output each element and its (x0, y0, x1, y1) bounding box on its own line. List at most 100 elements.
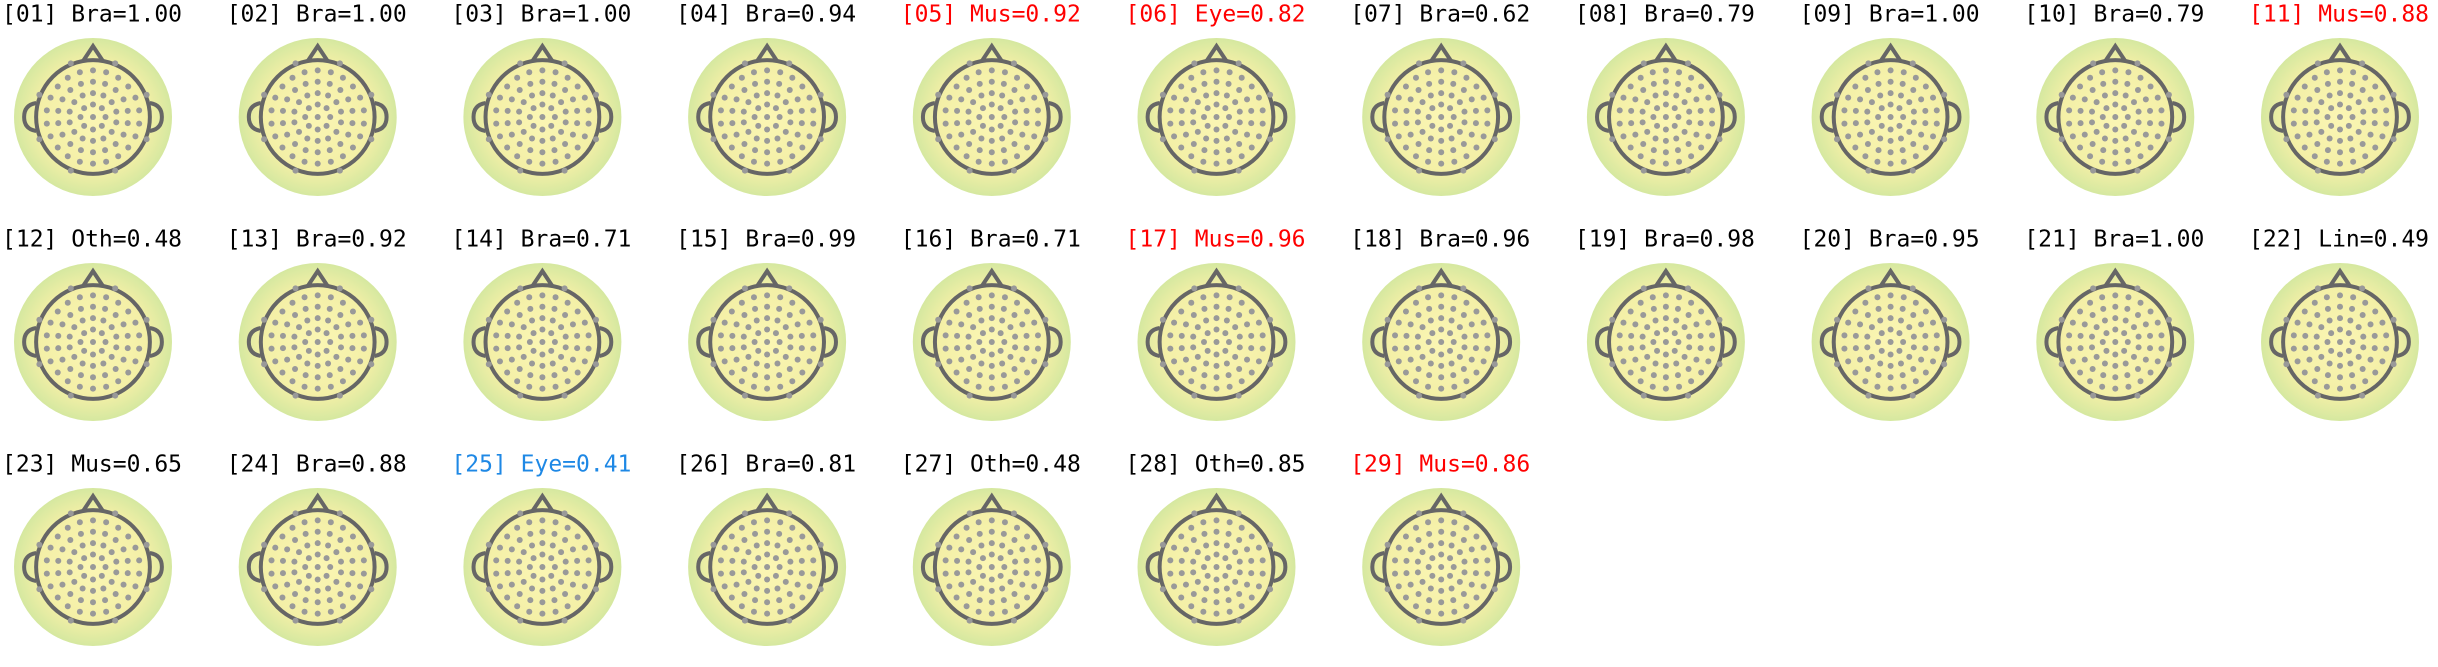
electrode (1875, 339, 1882, 345)
electrode (90, 137, 96, 144)
electrode (1171, 358, 1178, 365)
electrode (1236, 344, 1243, 351)
electrode (777, 608, 784, 615)
electrode (1425, 69, 1432, 76)
electrode (988, 67, 995, 74)
electrode (529, 585, 536, 592)
electrode (1225, 305, 1232, 312)
electrode (1941, 91, 1948, 98)
electrode (976, 305, 983, 312)
electrode (1878, 105, 1885, 112)
electrode (333, 324, 340, 331)
electrode (2314, 285, 2321, 292)
electrode (729, 332, 736, 339)
electrode (81, 572, 88, 579)
electrode (327, 564, 334, 570)
electrode (539, 576, 546, 583)
electrode (1681, 99, 1688, 106)
nose (306, 267, 330, 288)
electrode (745, 353, 752, 360)
electrode (125, 594, 132, 601)
electrode (2324, 372, 2331, 379)
electrode (741, 311, 748, 318)
electrode (1426, 597, 1433, 604)
electrode (794, 131, 801, 138)
electrode (988, 137, 995, 144)
electrode (67, 591, 74, 598)
electrode (43, 570, 50, 577)
electrode (2137, 299, 2144, 306)
electrode (776, 372, 783, 379)
electrode (1918, 131, 1925, 138)
electrode (966, 311, 973, 318)
electrode (548, 330, 555, 337)
head-outline (258, 58, 377, 176)
electrode (798, 107, 805, 114)
electrode (1451, 519, 1458, 526)
electrode (90, 126, 96, 133)
electrode (562, 311, 569, 318)
electrode (539, 101, 546, 108)
electrode (787, 558, 794, 565)
electrode (1238, 524, 1245, 531)
electrode (2359, 392, 2366, 399)
electrode (954, 107, 961, 114)
topomap-panel: [27] Oth=0.48 (901, 452, 1081, 646)
electrode (548, 555, 555, 562)
electrode (1412, 74, 1419, 81)
electrode (1639, 344, 1646, 351)
electrode (1686, 119, 1693, 126)
electrode (1632, 356, 1639, 363)
electrode (337, 311, 344, 318)
electrode (1640, 392, 1647, 399)
electrode (90, 576, 96, 583)
electrode (970, 324, 977, 331)
electrode (279, 332, 286, 339)
electrode (1468, 321, 1475, 328)
electrode (721, 319, 728, 326)
electrode (2066, 345, 2073, 352)
electrode (935, 316, 942, 323)
electrode (2134, 285, 2141, 292)
electrode (966, 617, 973, 624)
electrode (1203, 585, 1210, 592)
electrode (539, 339, 546, 345)
electrode (2154, 319, 2161, 326)
electrode (349, 107, 356, 114)
electrode (2158, 345, 2165, 352)
head-outline (1382, 58, 1501, 176)
nose (1204, 267, 1229, 288)
electrode (55, 345, 62, 352)
electrode (1395, 544, 1402, 551)
electrode (574, 369, 581, 376)
electrode (1248, 594, 1255, 601)
electrode (2112, 149, 2119, 156)
electrode (1674, 305, 1681, 312)
electrode (1178, 594, 1185, 601)
electrode (1450, 597, 1457, 604)
electrode (2371, 345, 2378, 352)
electrode (1910, 311, 1917, 318)
electrode (1906, 324, 1913, 331)
electrode (125, 308, 132, 315)
electrode (1415, 366, 1422, 373)
electrode (2066, 107, 2073, 114)
electrode (764, 517, 771, 524)
electrode (997, 122, 1004, 129)
electrode (753, 542, 760, 549)
electrode (1222, 330, 1229, 337)
electrode (935, 136, 942, 143)
electrode (745, 324, 752, 331)
electrode (1226, 69, 1233, 76)
electrode (1194, 324, 1201, 331)
electrode (581, 358, 588, 365)
electrode (1236, 311, 1243, 318)
electrode (1007, 578, 1014, 585)
electrode (59, 131, 66, 138)
electrode (2100, 147, 2107, 154)
electrode (738, 299, 745, 306)
electrode (1384, 541, 1391, 548)
electrode (1662, 101, 1669, 108)
electrode (2101, 360, 2108, 367)
electrode (774, 360, 781, 367)
